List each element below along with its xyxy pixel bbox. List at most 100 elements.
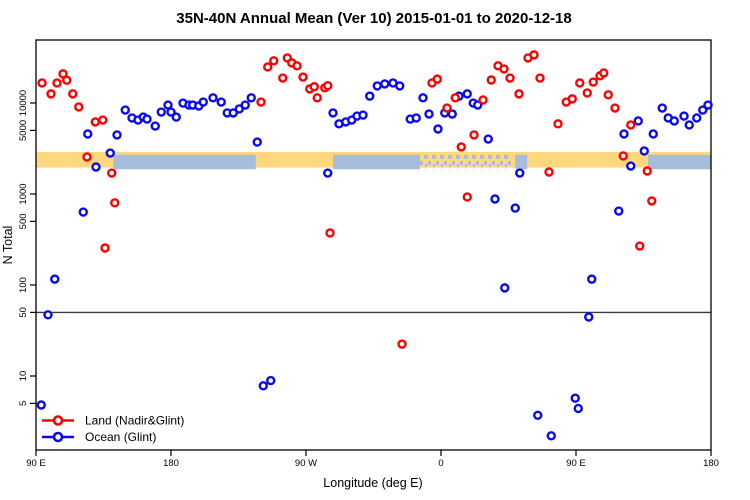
x-tick-label: 180 xyxy=(163,458,179,469)
legend-land-label: Land (Nadir&Glint) xyxy=(85,414,184,428)
ocean-point xyxy=(447,109,457,119)
chart-title: 35N-40N Annual Mean (Ver 10) 2015-01-01 … xyxy=(176,10,571,27)
land-point xyxy=(432,74,442,84)
ocean-point xyxy=(639,146,649,156)
ocean-point xyxy=(570,393,580,403)
ocean-point xyxy=(43,310,53,320)
land-point xyxy=(529,50,539,60)
land-point xyxy=(298,72,308,82)
ocean-point xyxy=(240,100,250,110)
y-tick-label: 10000 xyxy=(18,90,29,116)
land-point xyxy=(312,93,322,103)
y-tick-label: 1000 xyxy=(18,183,29,204)
ocean-point xyxy=(573,403,583,414)
legend: Land (Nadir&Glint) Ocean (Glint) xyxy=(42,414,184,444)
y-tick-label: 50 xyxy=(18,307,29,318)
ocean-point xyxy=(614,206,624,216)
land-point xyxy=(442,103,452,113)
land-point xyxy=(514,89,524,99)
ocean-point xyxy=(587,274,597,284)
land-point xyxy=(46,89,56,99)
ocean-point xyxy=(648,129,658,139)
land-point xyxy=(107,168,117,178)
land-point xyxy=(553,119,563,129)
ocean-sample-band xyxy=(648,154,711,170)
land-point xyxy=(610,103,620,113)
legend-ocean-label: Ocean (Glint) xyxy=(85,430,156,444)
land-point xyxy=(499,64,509,74)
land-point xyxy=(90,117,100,127)
land-point xyxy=(74,102,84,112)
ocean-point xyxy=(323,168,333,178)
land-point xyxy=(450,93,460,103)
plot-border xyxy=(35,39,712,451)
ocean-point xyxy=(462,89,472,99)
ocean-point xyxy=(258,381,268,391)
land-point xyxy=(100,243,110,253)
land-point xyxy=(478,95,488,105)
land-point xyxy=(98,115,108,125)
land-point xyxy=(263,62,273,72)
ocean-point xyxy=(198,97,208,107)
ocean-point xyxy=(473,100,483,110)
ocean-point xyxy=(171,112,181,122)
ocean-point xyxy=(698,105,708,115)
ocean-point xyxy=(418,93,428,103)
ocean-point xyxy=(166,107,176,117)
legend-land-marker-icon xyxy=(52,415,64,426)
ocean-point xyxy=(36,400,46,410)
ocean-point xyxy=(584,312,594,322)
y-tick-label: 500 xyxy=(18,213,29,229)
land-point xyxy=(278,73,288,83)
land-point xyxy=(110,198,120,208)
x-tick-label: 90 E xyxy=(26,458,46,469)
land-point xyxy=(456,142,466,152)
land-point xyxy=(618,151,628,161)
y-axis-label: N Total xyxy=(1,226,15,265)
ocean-point xyxy=(657,103,667,113)
land-point xyxy=(647,196,657,206)
land-point xyxy=(309,82,319,92)
land-point xyxy=(575,78,585,88)
ocean-sample-band xyxy=(515,154,528,170)
land-point xyxy=(37,78,47,88)
ocean-point xyxy=(105,148,115,158)
ocean-point xyxy=(156,107,166,117)
ocean-point xyxy=(684,120,694,130)
ocean-point xyxy=(619,129,629,139)
ocean-point xyxy=(266,375,276,386)
ocean-point xyxy=(424,109,434,119)
ocean-sample-band xyxy=(113,154,256,170)
ocean-point xyxy=(533,410,543,420)
ocean-point xyxy=(78,207,88,217)
ocean-point xyxy=(142,114,152,124)
ocean-point xyxy=(50,274,60,284)
ocean-point xyxy=(633,116,643,126)
ocean-point xyxy=(208,93,218,103)
ocean-point xyxy=(328,108,338,118)
land-point xyxy=(603,90,613,100)
land-point xyxy=(52,78,62,88)
ocean-point xyxy=(112,130,122,140)
legend-ocean-marker-icon xyxy=(52,431,64,443)
land-point xyxy=(325,228,335,238)
ocean-point xyxy=(365,91,375,101)
y-tick-label: 5 xyxy=(18,401,29,406)
ocean-sample-band xyxy=(333,154,420,170)
ocean-point xyxy=(91,162,101,172)
ocean-point xyxy=(395,81,405,91)
ocean-series xyxy=(36,78,713,441)
ocean-point xyxy=(510,203,520,213)
x-tick-label: 180 xyxy=(703,458,719,469)
land-point xyxy=(588,77,598,87)
ocean-point xyxy=(216,97,226,107)
land-point xyxy=(462,192,472,202)
land-point xyxy=(599,68,609,78)
ocean-point xyxy=(372,81,382,91)
land-point xyxy=(626,120,636,130)
land-point xyxy=(269,56,279,66)
ocean-point xyxy=(120,105,130,115)
ocean-point xyxy=(83,129,93,139)
